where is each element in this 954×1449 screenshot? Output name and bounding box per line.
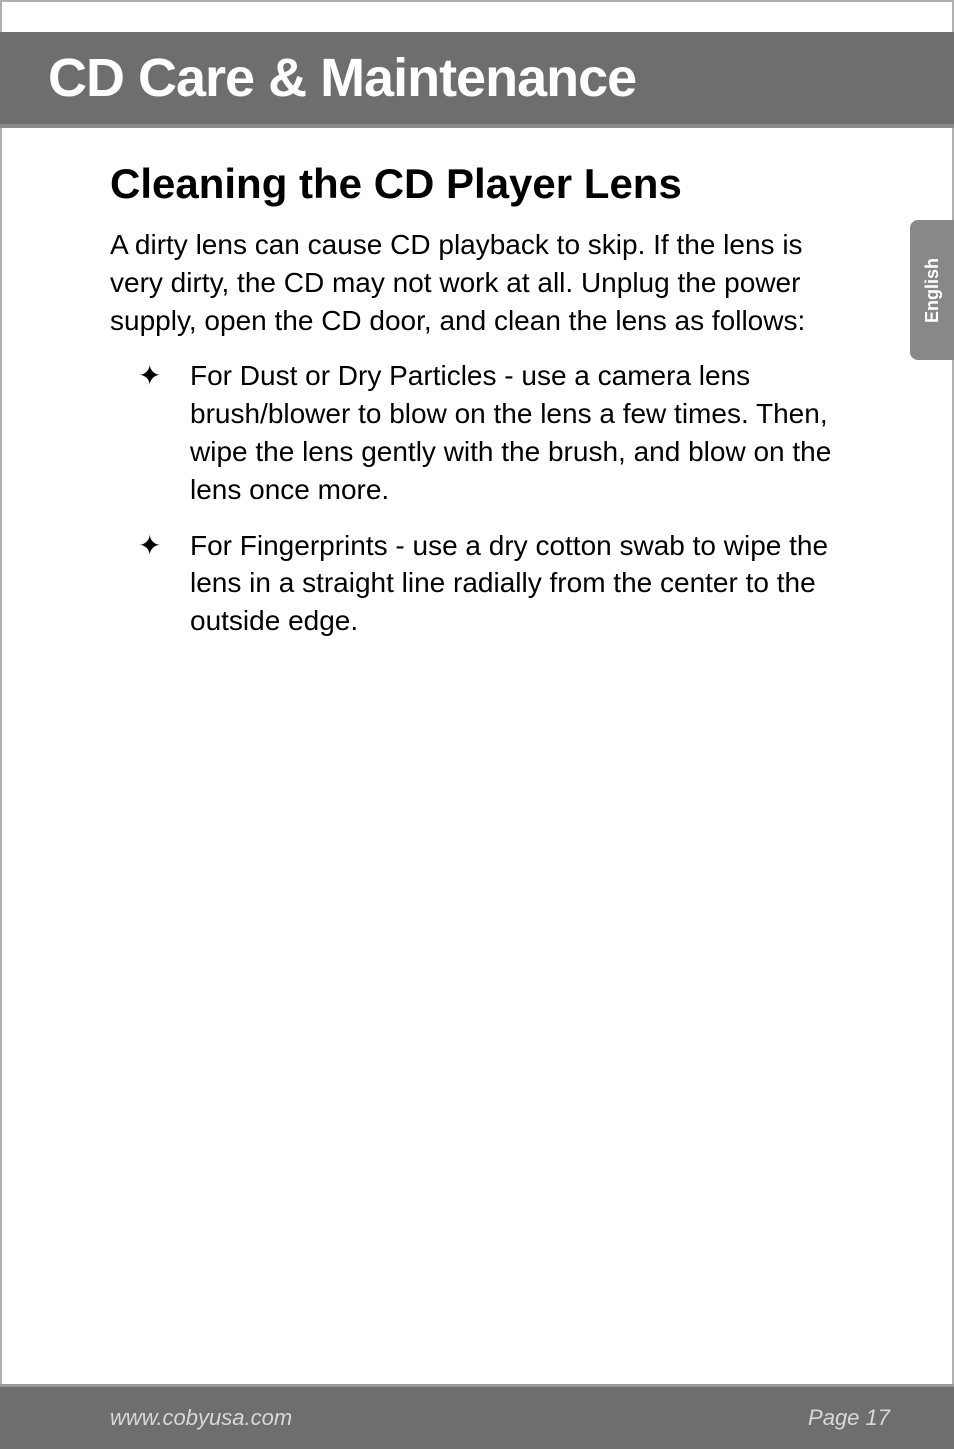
- footer-page-number: Page 17: [808, 1405, 890, 1431]
- bullet-text: For Fingerprints - use a dry cotton swab…: [190, 527, 844, 640]
- bullet-marker-icon: ✦: [138, 357, 190, 508]
- content-area: Cleaning the CD Player Lens A dirty lens…: [110, 160, 844, 658]
- header-underline: [0, 124, 954, 128]
- header-title: CD Care & Maintenance: [48, 47, 636, 109]
- bullet-marker-icon: ✦: [138, 527, 190, 640]
- list-item: ✦ For Fingerprints - use a dry cotton sw…: [138, 527, 844, 640]
- section-intro: A dirty lens can cause CD playback to sk…: [110, 226, 844, 339]
- bullet-list: ✦ For Dust or Dry Particles - use a came…: [138, 357, 844, 640]
- language-tab: English: [910, 220, 954, 360]
- language-tab-label: English: [922, 257, 943, 322]
- list-item: ✦ For Dust or Dry Particles - use a came…: [138, 357, 844, 508]
- bullet-text: For Dust or Dry Particles - use a camera…: [190, 357, 844, 508]
- header-band: CD Care & Maintenance: [0, 32, 954, 124]
- footer-url: www.cobyusa.com: [110, 1405, 292, 1431]
- section-heading: Cleaning the CD Player Lens: [110, 160, 844, 208]
- footer-band: www.cobyusa.com Page 17: [0, 1387, 954, 1449]
